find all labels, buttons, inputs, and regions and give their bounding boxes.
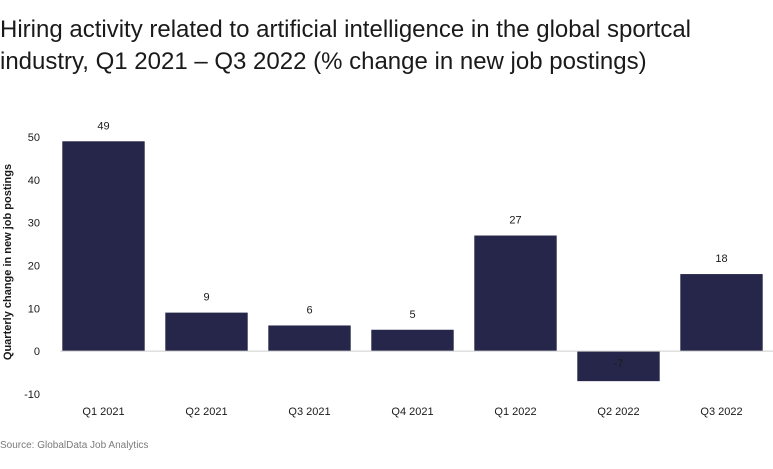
bar xyxy=(577,351,660,382)
x-tick-label: Q2 2021 xyxy=(185,406,227,418)
data-label: 9 xyxy=(203,292,209,304)
y-tick-label: 50 xyxy=(28,132,40,144)
bar xyxy=(268,325,351,352)
y-tick-label: 40 xyxy=(28,175,40,187)
x-tick-label: Q3 2022 xyxy=(700,406,742,418)
y-tick-label: 30 xyxy=(28,218,40,230)
x-tick-label: Q4 2021 xyxy=(391,406,433,418)
bar xyxy=(680,274,763,352)
source-note: Source: GlobalData Job Analytics xyxy=(0,440,149,451)
y-axis: -10 0 10 20 30 40 50 xyxy=(24,132,40,401)
data-label: 49 xyxy=(97,120,109,132)
x-tick-label: Q2 2022 xyxy=(597,406,639,418)
x-tick-label: Q1 2021 xyxy=(82,406,124,418)
x-tick-label: Q3 2021 xyxy=(288,406,330,418)
y-axis-label: Quarterly change in new job postings xyxy=(2,164,14,360)
x-axis: Q1 2021 Q2 2021 Q3 2021 Q4 2021 Q1 2022 Q2 20… xyxy=(82,406,742,418)
bar xyxy=(165,312,248,352)
bars xyxy=(62,141,763,382)
data-label: -7 xyxy=(614,358,624,370)
data-label: 18 xyxy=(715,253,727,265)
x-tick-label: Q1 2022 xyxy=(494,406,536,418)
data-labels: 49 9 6 5 27 -7 18 xyxy=(97,120,727,370)
y-tick-label: 20 xyxy=(28,261,40,273)
y-tick-label: -10 xyxy=(24,389,40,401)
bar xyxy=(371,329,454,352)
data-label: 5 xyxy=(409,309,415,321)
chart-title: Hiring activity related to artificial in… xyxy=(0,16,692,75)
data-label: 6 xyxy=(306,304,312,316)
y-tick-label: 0 xyxy=(34,346,40,358)
data-label: 27 xyxy=(509,215,521,227)
bar xyxy=(62,141,145,352)
bar xyxy=(474,235,557,352)
y-tick-label: 10 xyxy=(28,303,40,315)
